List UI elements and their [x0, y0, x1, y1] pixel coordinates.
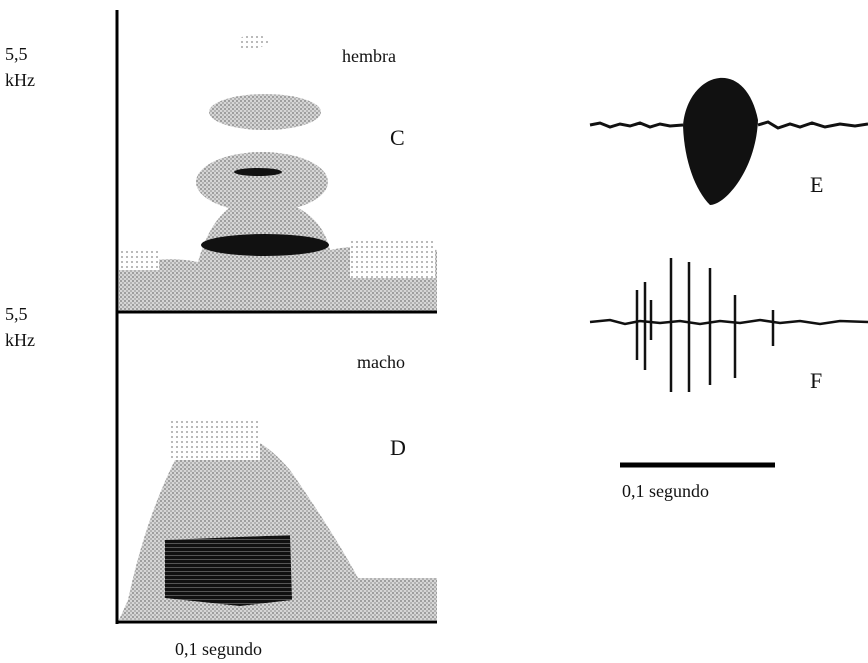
spectrogram-male [119, 420, 437, 620]
panel-label: D [390, 435, 406, 460]
y-max-label: 5,5 [5, 304, 28, 324]
sex-label: macho [357, 352, 405, 372]
panel-label: E [810, 172, 823, 197]
time-scale-label: 0,1 segundo [175, 639, 262, 659]
panel-label: F [810, 368, 822, 393]
waveform-e [589, 77, 868, 205]
time-scale-label: 0,1 segundo [622, 481, 709, 501]
y-unit-label: kHz [5, 70, 35, 90]
spectrogram-female [119, 34, 437, 311]
panel-label: C [390, 125, 405, 150]
y-max-label: 5,5 [5, 44, 28, 64]
waveform-f [589, 258, 868, 392]
sex-label: hembra [342, 46, 396, 66]
y-unit-label: kHz [5, 330, 35, 350]
axes [115, 10, 437, 624]
